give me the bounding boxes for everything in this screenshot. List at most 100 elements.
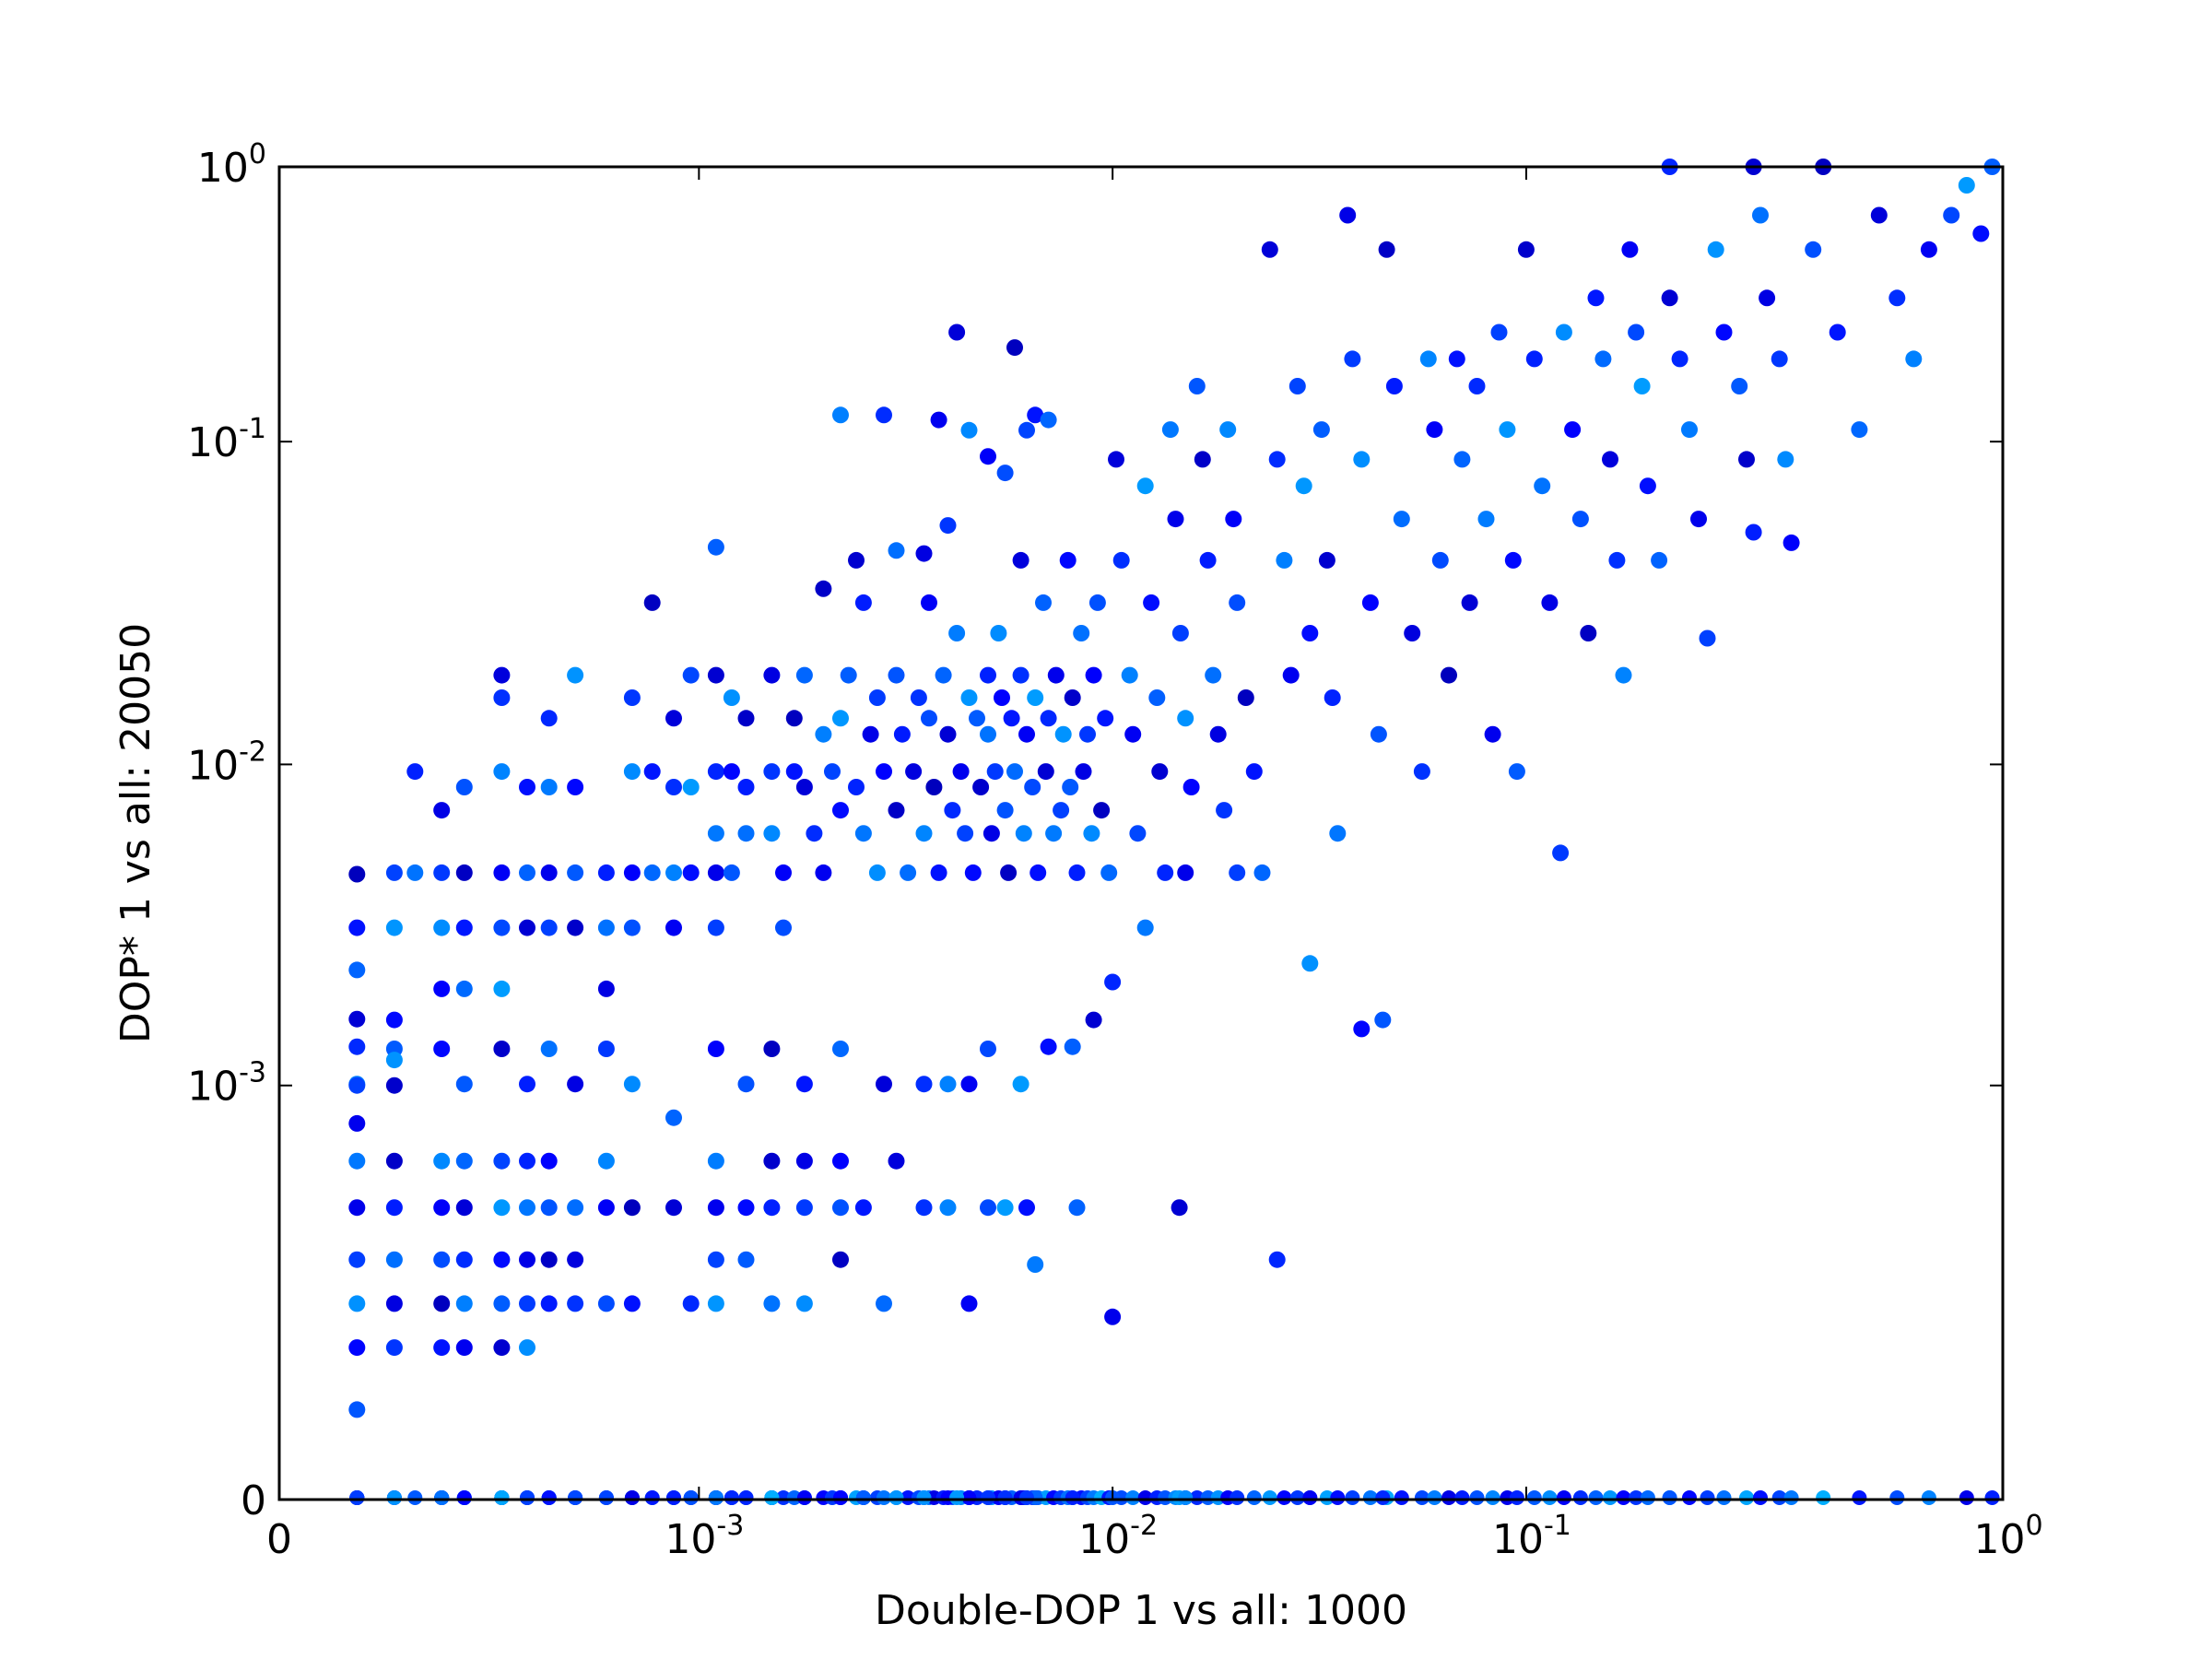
data-point — [433, 1251, 451, 1268]
data-point — [1353, 1020, 1371, 1038]
data-point — [1158, 1490, 1173, 1505]
data-point — [1018, 1199, 1035, 1217]
data-point — [980, 448, 996, 465]
data-point — [455, 919, 473, 936]
data-point — [1616, 1490, 1631, 1505]
data-point — [763, 825, 781, 842]
data-point — [519, 779, 535, 795]
data-point — [348, 1401, 366, 1418]
x-axis-label: Double-DOP 1 vs all: 1000 — [875, 1587, 1407, 1634]
data-point — [1771, 1490, 1787, 1505]
data-point — [1690, 511, 1707, 528]
data-point — [348, 1295, 366, 1312]
data-point — [1454, 1490, 1470, 1505]
data-point — [1324, 689, 1341, 706]
data-point — [1542, 1490, 1558, 1505]
data-point — [348, 865, 366, 883]
data-point — [1104, 973, 1122, 991]
data-point — [519, 864, 535, 881]
data-point — [540, 710, 558, 727]
data-point — [494, 1490, 510, 1505]
y-tick-label: 10-3 — [187, 1057, 266, 1111]
data-point — [1019, 1490, 1034, 1505]
data-point — [1097, 710, 1114, 727]
data-point — [707, 1152, 724, 1170]
data-point — [1225, 511, 1242, 528]
data-point — [1888, 289, 1906, 307]
data-point — [1047, 666, 1065, 684]
data-point — [540, 919, 558, 936]
data-point — [493, 1152, 511, 1170]
data-point — [433, 1339, 451, 1357]
data-point — [915, 1076, 933, 1093]
data-point — [1508, 763, 1525, 781]
data-point — [981, 1490, 995, 1505]
data-point — [1000, 864, 1018, 881]
data-point — [1640, 1490, 1655, 1505]
data-point — [1045, 825, 1063, 842]
data-point — [1339, 206, 1357, 224]
data-point — [1651, 551, 1668, 569]
data-point — [961, 1490, 977, 1505]
data-point — [1219, 421, 1237, 439]
data-point — [682, 1295, 700, 1312]
data-point — [493, 1199, 511, 1217]
data-point — [1448, 350, 1465, 368]
data-point — [723, 689, 740, 706]
data-point — [707, 919, 724, 936]
data-point — [888, 666, 905, 684]
data-point — [567, 666, 584, 684]
data-point — [1012, 1076, 1030, 1093]
data-point — [1716, 1490, 1732, 1505]
data-point — [1816, 1490, 1831, 1505]
data-point — [723, 763, 740, 781]
data-point — [723, 864, 740, 881]
data-point — [597, 980, 615, 997]
data-point — [848, 551, 865, 569]
data-point — [1137, 1490, 1153, 1505]
data-point — [1752, 206, 1769, 224]
data-point — [623, 919, 641, 936]
data-point — [1040, 1038, 1057, 1055]
data-point — [456, 1490, 472, 1505]
data-point — [1108, 451, 1124, 468]
data-point — [707, 1199, 724, 1217]
data-point — [1958, 177, 1975, 194]
data-point — [348, 1077, 366, 1094]
data-point — [455, 779, 473, 795]
data-point — [493, 980, 511, 997]
data-point — [996, 1199, 1014, 1217]
data-point — [385, 1199, 403, 1217]
data-point — [493, 1295, 511, 1312]
data-point — [1205, 666, 1222, 684]
data-point — [840, 666, 857, 684]
data-point — [1295, 477, 1312, 495]
data-point — [806, 825, 823, 842]
data-point — [1777, 451, 1794, 468]
data-point — [1129, 825, 1147, 842]
data-point — [1189, 1490, 1205, 1505]
data-point — [597, 919, 615, 936]
data-point — [888, 1490, 904, 1505]
data-point — [930, 411, 947, 429]
data-point — [682, 779, 700, 795]
data-point — [1148, 689, 1166, 706]
data-point — [1171, 1199, 1188, 1217]
data-point — [997, 1490, 1013, 1505]
data-point — [795, 666, 813, 684]
data-point — [1571, 511, 1589, 528]
data-point — [948, 625, 966, 641]
data-point — [455, 1076, 473, 1093]
data-point — [1301, 625, 1319, 641]
data-point — [665, 710, 682, 727]
data-point — [433, 1041, 451, 1057]
data-point — [1330, 1490, 1346, 1505]
data-point — [683, 1490, 699, 1505]
data-point — [1441, 666, 1457, 684]
data-point — [493, 1041, 511, 1057]
data-point — [1441, 1490, 1456, 1505]
data-point — [877, 1490, 891, 1505]
data-point — [1378, 241, 1395, 258]
data-point — [1580, 625, 1597, 641]
data-point — [1178, 1490, 1194, 1505]
